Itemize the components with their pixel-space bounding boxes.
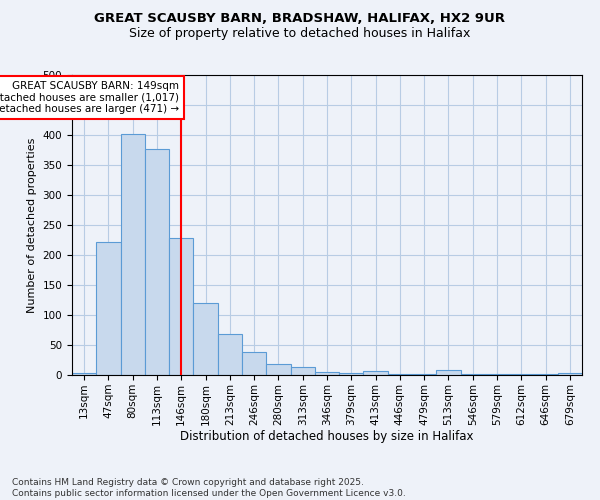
Bar bbox=[96, 242, 121, 375]
Bar bbox=[461, 374, 485, 375]
Bar bbox=[315, 372, 339, 375]
Bar bbox=[364, 371, 388, 375]
Bar bbox=[436, 370, 461, 375]
Text: Contains HM Land Registry data © Crown copyright and database right 2025.
Contai: Contains HM Land Registry data © Crown c… bbox=[12, 478, 406, 498]
Bar bbox=[485, 374, 509, 375]
Bar bbox=[558, 373, 582, 375]
Bar bbox=[412, 374, 436, 375]
Bar bbox=[290, 366, 315, 375]
Bar bbox=[339, 372, 364, 375]
Bar bbox=[533, 374, 558, 375]
Bar bbox=[169, 238, 193, 375]
Bar bbox=[388, 374, 412, 375]
Bar bbox=[218, 334, 242, 375]
Text: Size of property relative to detached houses in Halifax: Size of property relative to detached ho… bbox=[130, 28, 470, 40]
Bar bbox=[72, 372, 96, 375]
Text: GREAT SCAUSBY BARN, BRADSHAW, HALIFAX, HX2 9UR: GREAT SCAUSBY BARN, BRADSHAW, HALIFAX, H… bbox=[95, 12, 505, 26]
Bar bbox=[121, 134, 145, 375]
Bar bbox=[509, 374, 533, 375]
X-axis label: Distribution of detached houses by size in Halifax: Distribution of detached houses by size … bbox=[180, 430, 474, 444]
Bar bbox=[266, 364, 290, 375]
Bar bbox=[145, 150, 169, 375]
Bar bbox=[242, 352, 266, 375]
Text: GREAT SCAUSBY BARN: 149sqm
← 68% of detached houses are smaller (1,017)
32% of s: GREAT SCAUSBY BARN: 149sqm ← 68% of deta… bbox=[0, 81, 179, 114]
Y-axis label: Number of detached properties: Number of detached properties bbox=[27, 138, 37, 312]
Bar bbox=[193, 303, 218, 375]
